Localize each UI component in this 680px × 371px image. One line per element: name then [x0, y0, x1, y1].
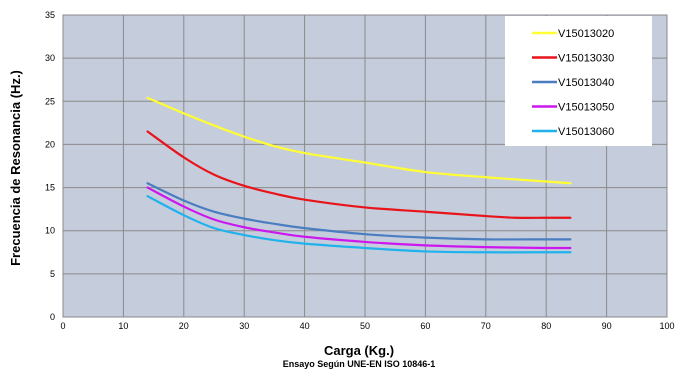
x-tick-label: 90: [602, 321, 612, 331]
y-tick-label: 25: [45, 96, 55, 106]
legend-box: [505, 16, 652, 146]
series-lines: [146, 96, 572, 254]
series-line-4: [146, 186, 572, 250]
y-axis-title: Frecuencia de Resonancia (Hz.): [8, 70, 23, 266]
y-tick-label: 35: [45, 10, 55, 20]
x-tick-label: 30: [239, 321, 249, 331]
y-tick-label: 15: [45, 183, 55, 193]
x-tick-label: 50: [360, 321, 370, 331]
series-line-5: [146, 195, 572, 254]
x-tick-label: 0: [60, 321, 65, 331]
x-tick-label: 80: [541, 321, 551, 331]
x-tick-label: 100: [659, 321, 674, 331]
legend-label-1: V15013020: [558, 28, 614, 40]
y-tick-label: 0: [50, 312, 55, 322]
x-tick-labels: 0 10 20 30 40 50 60 70 80 90 100: [60, 321, 674, 331]
x-tick-label: 70: [481, 321, 491, 331]
series-line-3: [146, 182, 572, 241]
y-tick-labels: 0 5 10 15 20 25 30 35: [45, 10, 55, 322]
legend-label-3: V15013040: [558, 77, 614, 89]
legend-label-2: V15013030: [558, 53, 614, 65]
gridlines: [62, 14, 668, 318]
series-line-1: [146, 96, 572, 185]
y-tick-label: 20: [45, 139, 55, 149]
y-tick-label: 5: [50, 269, 55, 279]
y-tick-label: 30: [45, 53, 55, 63]
chart-subtitle: Ensayo Según UNE-EN ISO 10846-1: [283, 359, 436, 369]
x-tick-label: 20: [179, 321, 189, 331]
legend-label-5: V15013060: [558, 126, 614, 138]
legend: V15013020 V15013030 V15013040 V15013050 V150…: [505, 16, 652, 146]
x-tick-label: 40: [300, 321, 310, 331]
x-tick-label: 10: [118, 321, 128, 331]
legend-label-4: V15013050: [558, 102, 614, 114]
y-tick-label: 10: [45, 226, 55, 236]
x-axis-title: Carga (Kg.): [324, 343, 394, 358]
series-line-2: [146, 130, 572, 219]
x-tick-label: 60: [420, 321, 430, 331]
